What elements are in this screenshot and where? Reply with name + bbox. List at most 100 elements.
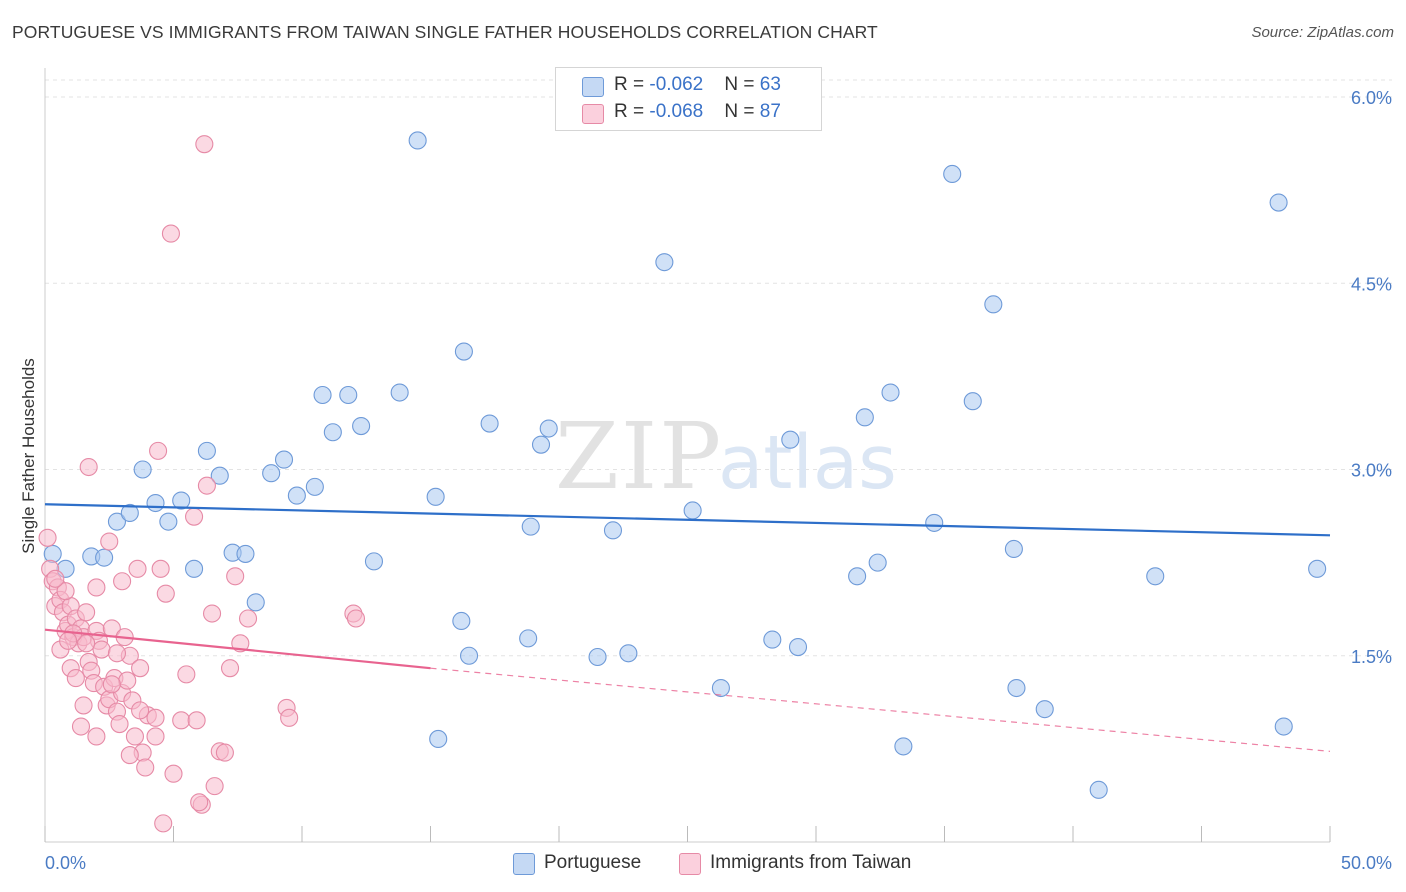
point-taiwan [79,457,98,477]
point-taiwan [231,634,250,653]
point-taiwan [226,567,245,586]
point-portuguese [390,383,409,402]
point-portuguese [984,295,1003,314]
point-taiwan [113,572,132,591]
legend-r-label: R = [614,101,650,122]
legend-swatch-taiwan [582,104,604,124]
point-taiwan [87,578,106,597]
bottom-legend-swatch-portuguese [513,853,535,875]
y-tick-label: 6.0% [1351,88,1392,108]
legend-r-value: -0.062 [649,74,704,95]
point-taiwan [177,665,196,684]
point-taiwan [56,582,75,601]
point-taiwan [187,711,206,730]
legend-n-value: 63 [759,74,781,95]
point-portuguese [185,559,204,578]
point-portuguese [1274,717,1293,736]
point-taiwan [107,644,127,663]
point-portuguese [881,383,900,402]
watermark: ZIP atlas [555,403,897,510]
watermark-atlas: atlas [718,420,897,506]
point-taiwan [205,777,224,796]
point-taiwan [346,609,366,628]
point-taiwan [197,476,216,495]
point-portuguese [95,548,114,567]
point-portuguese [848,567,867,586]
grid-lines [45,79,1392,657]
trend-line-taiwan-extended [430,667,1331,752]
chart-title: PORTUGUESE VS IMMIGRANTS FROM TAIWAN SIN… [12,22,878,42]
point-portuguese [925,513,944,532]
point-portuguese [210,466,229,485]
point-portuguese [120,503,139,523]
point-portuguese [197,441,216,460]
point-taiwan [120,746,139,765]
point-taiwan [128,559,147,578]
x-tick-label: 0.0% [45,853,86,873]
point-portuguese [429,729,448,748]
source-label: Source: ZipAtlas.com [1251,24,1394,41]
correlation-legend: R = -0.062 N = 63 R = -0.068 N = 87 [555,67,822,131]
point-portuguese [426,487,445,506]
point-portuguese [133,460,152,479]
point-portuguese [894,737,913,756]
point-portuguese [107,512,127,531]
bottom-legend-swatch-taiwan [679,853,701,875]
legend-n-value: 87 [759,101,781,122]
trend-line-portuguese [44,503,1331,537]
legend-n-label: N = [724,74,760,95]
point-taiwan [131,701,150,720]
point-portuguese [963,392,982,411]
point-taiwan [87,727,106,746]
axes [44,68,1331,843]
point-portuguese [711,678,730,698]
point-portuguese [1007,678,1026,698]
point-taiwan [164,764,183,783]
point-portuguese [788,638,808,657]
point-taiwan [100,532,119,551]
point-portuguese [339,385,358,405]
point-portuguese [408,131,427,150]
point-portuguese [262,464,281,483]
point-taiwan [154,814,173,833]
point-portuguese [855,408,874,427]
legend-r-label: R = [614,74,650,95]
point-taiwan [131,659,150,678]
point-taiwan [195,135,214,154]
legend-r-value: -0.068 [649,101,704,122]
point-portuguese [364,552,384,571]
point-portuguese [454,342,473,361]
point-taiwan [149,441,168,460]
y-tick-label: 1.5% [1351,647,1392,667]
point-portuguese [246,593,265,612]
legend-n-label: N = [724,101,760,122]
point-taiwan [59,631,78,650]
point-portuguese [519,629,538,648]
point-portuguese [1004,539,1023,559]
point-taiwan [110,714,129,734]
point-taiwan [92,640,111,659]
data-points [38,131,1327,833]
point-taiwan [125,727,144,746]
point-taiwan [66,669,85,688]
point-portuguese [1269,193,1288,212]
point-taiwan [151,559,170,578]
point-portuguese [588,647,607,667]
point-portuguese [619,644,638,663]
point-taiwan [146,708,165,727]
point-portuguese [1035,700,1054,719]
point-portuguese [763,630,782,649]
bottom-legend-label: Portuguese [544,852,642,873]
point-taiwan [71,717,91,736]
point-taiwan [190,793,209,812]
y-tick-label: 3.0% [1351,461,1392,481]
point-portuguese [287,486,306,505]
x-tick-label: 50.0% [1341,853,1392,873]
point-taiwan [156,584,175,603]
point-portuguese [781,430,800,449]
point-portuguese [521,517,540,536]
point-taiwan [215,743,234,762]
point-taiwan [146,727,165,746]
point-taiwan [46,569,65,588]
point-portuguese [603,521,623,540]
